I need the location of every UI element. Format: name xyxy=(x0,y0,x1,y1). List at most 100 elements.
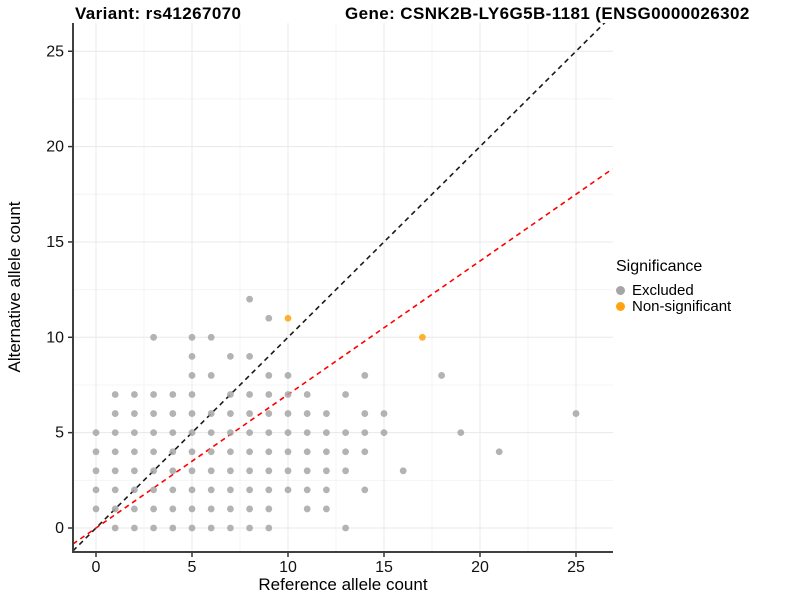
point-excluded xyxy=(323,448,330,456)
point-excluded xyxy=(246,486,254,494)
y-tick-label: 0 xyxy=(55,520,64,537)
point-excluded xyxy=(361,429,369,437)
point-excluded xyxy=(188,372,196,379)
point-excluded xyxy=(246,429,254,437)
point-excluded xyxy=(246,448,254,456)
point-excluded xyxy=(303,467,311,475)
point-excluded xyxy=(207,429,215,437)
point-excluded xyxy=(284,467,292,475)
axes: 0 5 10 15 20 25 0 5 10 15 20 25 xyxy=(46,23,613,576)
point-excluded xyxy=(150,505,158,513)
point-excluded xyxy=(169,486,177,494)
point-excluded xyxy=(111,467,119,475)
point-excluded xyxy=(169,410,177,417)
point-excluded xyxy=(207,372,215,379)
legend-item-non-significant-label: Non-significant xyxy=(632,297,732,315)
point-excluded xyxy=(303,429,311,437)
point-excluded xyxy=(150,333,158,341)
y-axis-title: Alternative allele count xyxy=(5,201,24,372)
point-excluded xyxy=(227,410,234,417)
legend-item-excluded-label: Excluded xyxy=(632,281,694,299)
point-excluded xyxy=(246,352,254,360)
point-excluded xyxy=(188,505,196,513)
point-excluded xyxy=(131,505,138,513)
point-excluded xyxy=(150,524,158,532)
point-excluded xyxy=(303,486,311,494)
point-excluded xyxy=(399,467,407,475)
gridlines xyxy=(73,23,613,552)
point-excluded xyxy=(342,448,349,456)
point-excluded xyxy=(111,391,119,398)
non-significant-swatch-icon xyxy=(616,301,625,311)
point-excluded xyxy=(303,448,311,456)
point-excluded xyxy=(207,505,215,513)
point-excluded xyxy=(188,410,196,417)
point-excluded xyxy=(361,486,369,494)
point-excluded xyxy=(303,410,311,417)
point-excluded xyxy=(92,467,100,475)
point-excluded xyxy=(188,429,196,437)
point-excluded xyxy=(284,448,292,456)
x-tick-label: 15 xyxy=(375,559,393,576)
point-excluded xyxy=(361,372,369,379)
point-excluded xyxy=(284,486,292,494)
point-excluded xyxy=(169,391,177,398)
point-excluded xyxy=(92,505,100,513)
variant-title: Variant: rs41267070 xyxy=(75,4,242,23)
point-excluded xyxy=(188,391,196,398)
point-excluded xyxy=(169,524,177,532)
point-excluded xyxy=(246,505,254,513)
point-excluded xyxy=(169,505,177,513)
reference-lines xyxy=(73,23,613,552)
point-excluded xyxy=(361,448,369,456)
point-non-significant xyxy=(284,314,292,322)
point-excluded xyxy=(284,429,292,437)
point-excluded xyxy=(246,391,254,398)
y-tick-label: 15 xyxy=(46,234,64,251)
point-excluded xyxy=(207,486,215,494)
point-excluded xyxy=(131,391,138,398)
point-non-significant xyxy=(419,333,426,341)
point-excluded xyxy=(342,467,349,475)
point-excluded xyxy=(246,467,254,475)
point-excluded xyxy=(188,467,196,475)
point-excluded xyxy=(265,448,273,456)
point-excluded xyxy=(323,467,330,475)
point-excluded xyxy=(207,410,215,417)
point-excluded xyxy=(131,467,138,475)
x-tick-label: 25 xyxy=(567,559,585,576)
point-excluded xyxy=(572,410,580,417)
point-excluded xyxy=(92,429,100,437)
point-excluded xyxy=(265,314,273,322)
point-excluded xyxy=(342,524,349,532)
identity-line xyxy=(73,23,606,552)
data-points xyxy=(92,295,580,532)
legend-item-excluded: Excluded xyxy=(616,281,731,299)
y-tick-label: 25 xyxy=(46,43,64,60)
point-excluded xyxy=(150,410,158,417)
legend: Significance Excluded Non-significant xyxy=(616,258,732,315)
point-excluded xyxy=(457,429,465,437)
point-excluded xyxy=(227,429,234,437)
point-excluded xyxy=(303,391,311,398)
y-tick-label: 10 xyxy=(46,329,64,346)
point-excluded xyxy=(111,448,119,456)
y-tick-label: 5 xyxy=(55,425,64,442)
point-excluded xyxy=(227,391,234,398)
point-excluded xyxy=(265,410,273,417)
point-excluded xyxy=(361,410,369,417)
point-excluded xyxy=(323,410,330,417)
point-excluded xyxy=(323,486,330,494)
point-excluded xyxy=(495,448,503,456)
point-excluded xyxy=(169,467,177,475)
point-excluded xyxy=(265,524,273,532)
point-excluded xyxy=(342,429,349,437)
point-excluded xyxy=(284,372,292,379)
y-tick-label: 20 xyxy=(46,139,64,156)
point-excluded xyxy=(265,391,273,398)
point-excluded xyxy=(188,524,196,532)
point-excluded xyxy=(207,333,215,341)
point-excluded xyxy=(169,429,177,437)
point-excluded xyxy=(131,524,138,532)
point-excluded xyxy=(246,524,254,532)
